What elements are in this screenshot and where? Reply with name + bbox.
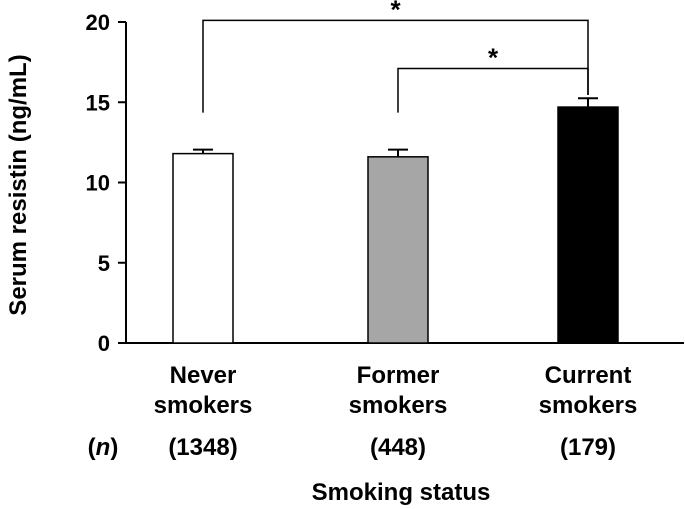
category-label: Current — [545, 362, 632, 389]
category-n-label: (448) — [370, 434, 426, 461]
x-axis-title: Smoking status — [312, 479, 491, 506]
significance-label: * — [488, 43, 499, 73]
category-label: smokers — [349, 392, 448, 419]
y-tick-label: 10 — [86, 171, 110, 196]
bar — [172, 152, 234, 344]
y-axis-title: Serum resistin (ng/mL) — [5, 54, 32, 315]
y-tick-label: 15 — [86, 90, 110, 115]
y-tick-label: 5 — [98, 251, 110, 276]
category-n-label: (179) — [560, 434, 616, 461]
category-label: smokers — [154, 392, 253, 419]
significance-bracket — [202, 19, 589, 113]
category-label: smokers — [539, 392, 638, 419]
category-label: Never — [170, 362, 237, 389]
bar — [557, 106, 619, 344]
significance-brackets: ** — [202, 0, 589, 113]
n-row-label: (n) — [88, 434, 119, 461]
bar — [367, 156, 429, 344]
significance-bracket — [397, 67, 589, 113]
y-tick-label: 0 — [98, 331, 110, 356]
significance-label: * — [390, 0, 401, 24]
category-labels: Never smokers (1348) Former smokers (448) Curr… — [88, 362, 638, 461]
category-n-label: (1348) — [168, 434, 237, 461]
bars — [172, 97, 619, 344]
y-tick-label: 20 — [86, 10, 110, 35]
category-label: Former — [357, 362, 440, 389]
